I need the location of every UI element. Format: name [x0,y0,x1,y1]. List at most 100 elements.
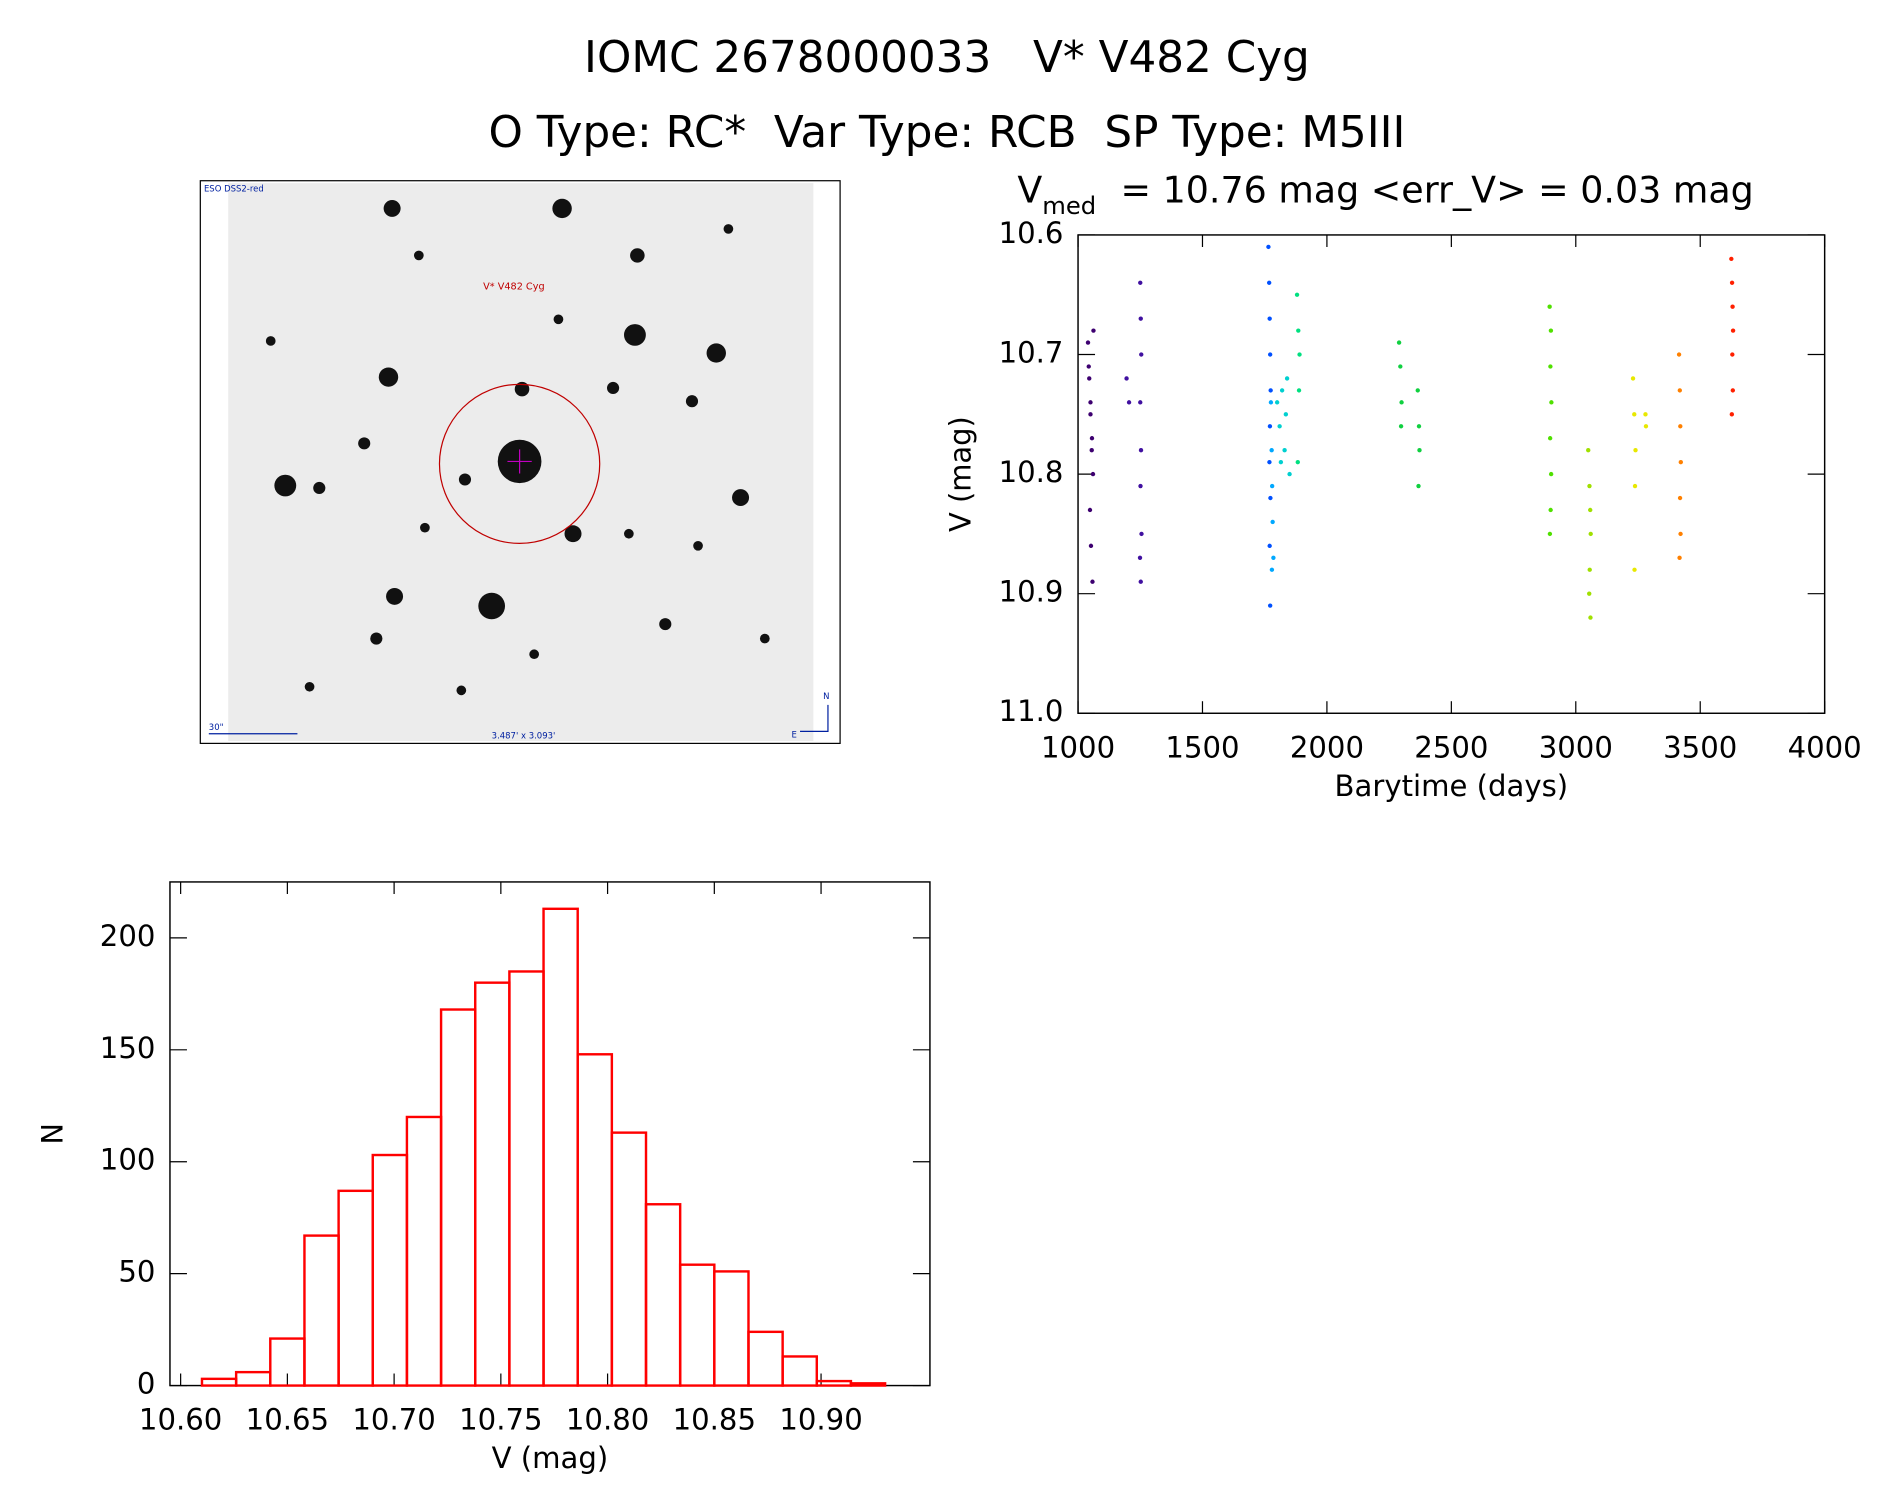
point [1090,471,1096,477]
point [1267,603,1273,608]
title-symbol: V [1017,169,1042,212]
point [1730,328,1736,333]
y-tick-label: 0 [137,1367,156,1401]
x-tick-label: 1500 [1165,730,1239,764]
point [1643,412,1648,417]
title-text: = 10.76 mag <err_V> = 0.03 mag [1120,169,1753,212]
finder-fov: 3.487' x 3.093' [492,731,556,741]
x-tick-label: 1000 [1041,730,1115,764]
bar [439,1008,477,1387]
point [1398,364,1403,369]
point [1088,412,1093,417]
point [1730,304,1735,309]
point [1643,424,1649,429]
point [1588,615,1593,620]
point [1267,543,1272,549]
bar [815,1379,853,1387]
title-subscript: med [1042,192,1096,220]
bar [474,981,511,1387]
point [1416,424,1422,429]
bar [234,1370,272,1387]
point [1588,507,1593,513]
point [1547,436,1553,441]
point [1268,400,1274,405]
point [1586,448,1591,453]
point [1678,459,1683,465]
point [1632,483,1638,489]
bar [542,907,579,1387]
point [1678,424,1683,429]
bar [200,1377,238,1387]
point [1087,507,1093,513]
point [1277,424,1282,429]
point [1089,436,1095,441]
point [1678,531,1683,537]
point [1398,424,1404,429]
point [1415,388,1420,393]
point [1267,316,1272,321]
point [1267,352,1273,357]
point [1274,400,1280,405]
point [1271,555,1276,560]
finder-survey: ESO DSS2-red [204,184,264,194]
point [1549,400,1554,405]
y-tick-label: 10.7 [999,336,1064,370]
point [1396,340,1402,345]
point [1267,424,1273,429]
point [1296,388,1302,393]
point [1547,531,1553,537]
point [1139,531,1144,537]
point [1588,531,1593,537]
point [1587,567,1592,572]
point [1677,495,1683,501]
y-tick-label: 10.8 [999,455,1064,489]
subtitle: O Type: RC* Var Type: RCB SP Type: M5III [488,108,1405,158]
finder-north: N [823,691,829,701]
point [1730,388,1736,393]
point [1283,412,1289,417]
bar [713,1270,750,1387]
point [1677,555,1682,560]
point [1548,507,1553,513]
point [1086,364,1091,369]
finder-image: ESO DSS2-red V* V482 Cyg 30" 3.487' x 3.… [199,180,841,744]
chart-title: Vmed = 10.76 mag <err_V> = 0.03 mag [1017,169,1753,220]
point [1677,388,1682,393]
point [1729,256,1734,262]
point [1548,471,1554,477]
x-tick-label: 10.60 [139,1403,222,1437]
point [1279,388,1285,393]
bar [371,1153,409,1387]
finder-east: E [792,729,797,739]
y-tick-label: 10.9 [999,575,1064,609]
bar [508,970,545,1387]
x-tick-label: 3000 [1539,730,1613,764]
point [1676,352,1682,357]
point [1729,412,1735,417]
point [1138,483,1143,489]
point [1416,483,1421,489]
point [1294,292,1300,297]
bar [337,1189,374,1387]
y-tick-label: 200 [100,919,156,953]
y-tick-label: 50 [118,1255,155,1289]
point [1087,376,1092,381]
point [1632,567,1637,572]
point [1284,376,1290,381]
point [1269,448,1274,453]
x-axis-label: V (mag) [492,1441,609,1475]
point [1138,316,1143,321]
point [1269,567,1275,572]
finder-object: V* V482 Cyg [483,282,544,293]
finder-scale: 30" [209,722,224,732]
point [1269,483,1275,489]
point [1730,352,1735,357]
x-tick-label: 10.80 [566,1403,649,1437]
title: IOMC 2678000033 V* V482 Cyg [584,33,1310,83]
point [1632,412,1637,417]
y-axis-label: N [36,1123,70,1145]
point [1296,328,1301,333]
x-tick-label: 10.90 [779,1403,862,1437]
point [1287,471,1292,477]
x-tick-label: 10.75 [459,1403,542,1437]
